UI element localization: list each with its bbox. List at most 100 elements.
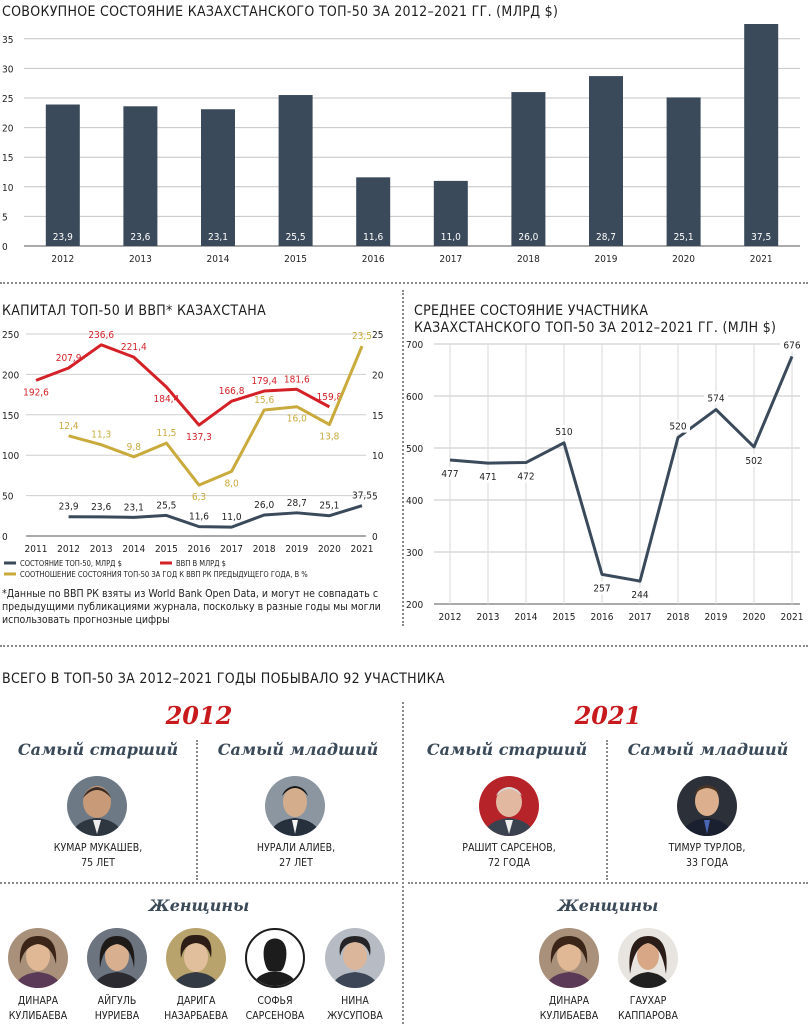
average-x-tick-label: 2018 [667,612,690,623]
ratio-value-label: 11,3 [91,430,111,441]
avatar-nurali-aliev [265,776,325,836]
bar-value-label: 23,6 [130,232,150,243]
capital-gdp-line-chart: 0 50 100 150 200 250 0 5 10 15 20 25 2011 2012 2013 201… [2,330,384,579]
rashit-sarsenov-age: 72 ГОДА [487,857,531,869]
dinara-kulibaeva-2012-line-1: ДИНАРА [17,995,59,1007]
capital-x-tick-label: 2020 [318,544,341,555]
average-x-tick-label: 2014 [515,612,538,623]
capital-x-tick-label: 2016 [188,544,211,555]
nurali-aliev-age: 27 ЛЕТ [279,857,313,869]
average-value-label: 574 [707,394,724,405]
avatar-timur-turlov [677,776,737,836]
bar-value-label: 37,5 [751,232,771,243]
bar-y-tick-label: 25 [2,94,13,105]
name-dinara-kulibaeva-2021: ДИНАРА КУЛИБАЕВА [531,994,607,1024]
average-value-label-bg [438,466,462,480]
bar-2013 [123,106,158,247]
average-value-label: 676 [783,340,800,351]
bar-2012 [45,104,80,247]
capital-right-tick-label: 15 [372,411,383,422]
average-value-label: 244 [631,590,648,601]
gdp-value-label: 192,6 [23,387,49,398]
capital-x-tick-label: 2011 [25,544,48,555]
capital-left-tick-label: 200 [2,370,19,381]
avatar-nina-zhusupova [325,928,385,988]
gdp-value-label: 181,6 [284,374,310,385]
average-value-label: 510 [555,427,572,438]
bar-2018 [511,92,546,246]
top50-wealth-legend-label: СОСТОЯНИЕ ТОП-50, МЛРД $ [20,559,122,568]
capital-x-tick-label: 2015 [155,544,178,555]
average-value-label: 257 [593,583,610,594]
bar-value-label: 23,1 [208,232,228,243]
dinara-kulibaeva-2021-line-2: КУЛИБАЕВА [539,1010,599,1022]
bar-x-tick-label: 2015 [284,254,307,265]
gdp-value-label: 236,6 [88,330,114,341]
ratio-value-label: 15,6 [254,395,274,406]
ratio-value-label: 8,0 [224,478,239,489]
top50-wealth-value-label: 26,0 [254,500,274,511]
divider-right-women [408,882,808,884]
name-aigul-nurieva: АЙГУЛЬ НУРИЕВА [79,994,155,1024]
average-x-tick-label: 2016 [591,612,614,623]
average-wealth-title-line-1: СРЕДНЕЕ СОСТОЯНИЕ УЧАСТНИКА [414,303,649,319]
bar-2019 [589,76,623,246]
capital-x-tick-label: 2019 [285,544,308,555]
capital-right-tick-label: 10 [372,451,384,462]
ratio-series-line [68,345,364,487]
dinara-kulibaeva-2012-line-2: КУЛИБАЕВА [8,1010,68,1022]
bar-chart-title: СОВОКУПНОЕ СОСТОЯНИЕ КАЗАХСТАНСКОГО ТОП-… [2,4,559,20]
name-nina-zhusupova: НИНА ЖУСУПОВА [317,994,393,1024]
average-value-label-bg [780,338,804,352]
bar-2015 [278,95,313,246]
bar-y-tick-label: 10 [2,183,14,194]
bar-value-label: 26,0 [518,232,538,243]
sofia-sarsenova-line-1: СОФЬЯ [257,995,293,1007]
bar-y-tick-label: 35 [2,35,13,46]
gdp-value-label: 221,4 [121,342,147,353]
dariga-nazarbaeva-line-1: ДАРИГА [176,995,216,1007]
gdp-value-label: 207,9 [56,353,82,364]
average-x-tick-label: 2015 [553,612,576,623]
gdp-footnote: *Данные по ВВП РК взяты из World Bank Op… [2,588,381,626]
average-x-tick-label: 2012 [439,612,462,623]
capital-x-tick-label: 2018 [253,544,276,555]
ratio-value-label: 9,8 [127,442,142,453]
ratio-value-label: 11,5 [156,428,176,439]
capital-x-tick-label: 2014 [122,544,145,555]
bar-y-tick-label: 5 [2,212,8,223]
capital-x-tick-label: 2013 [90,544,113,555]
average-x-tick-label: 2019 [705,612,728,623]
average-x-tick-label: 2013 [477,612,500,623]
gdp-value-label: 137,3 [186,432,212,443]
average-wealth-chart-title: СРЕДНЕЕ СОСТОЯНИЕ УЧАСТНИКА КАЗАХСТАНСКО… [414,303,776,337]
gdp-value-label: 166,8 [219,386,245,397]
bar-value-label: 11,6 [363,232,383,243]
average-value-label: 502 [745,456,762,467]
capital-left-tick-label: 0 [2,532,8,543]
average-y-tick-label: 400 [406,496,423,507]
bar-x-tick-label: 2018 [517,254,540,265]
gdp-series-line [35,343,331,427]
top50-wealth-value-label: 37,5 [352,491,372,502]
ratio-value-label: 6,3 [192,492,206,503]
average-y-tick-label: 300 [406,548,423,559]
avatar-aigul-nurieva [87,928,147,988]
top50-wealth-value-label: 23,1 [124,502,144,513]
avatar-dinara-kulibaeva-2012 [8,928,68,988]
average-value-label-bg [742,453,766,467]
bar-2016 [356,177,391,246]
name-rashit-sarsenov: РАШИТ САРСЕНОВ, 72 ГОДА [418,841,600,871]
bar-y-tick-label: 20 [2,124,14,135]
average-wealth-title-line-2: КАЗАХСТАНСКОГО ТОП-50 ЗА 2012–2021 ГГ. (… [414,320,777,336]
ratio-legend-label: СООТНОШЕНИЕ СОСТОЯНИЯ ТОП-50 ЗА ГОД К ВВ… [20,570,308,579]
name-gaukhar-kapparova: ГАУХАР КАППАРОВА [610,994,686,1024]
top50-wealth-value-label: 23,6 [91,502,111,513]
nina-zhusupova-line-1: НИНА [341,995,369,1007]
women-label-2012: Женщины [148,896,250,915]
avatar-sofia-sarsenova-silhouette [245,928,305,988]
capital-left-tick-label: 150 [2,411,19,422]
year-2021: 2021 [574,701,642,730]
dinara-kulibaeva-2021-line-1: ДИНАРА [548,995,590,1007]
avatar-dinara-kulibaeva-2021 [539,928,599,988]
